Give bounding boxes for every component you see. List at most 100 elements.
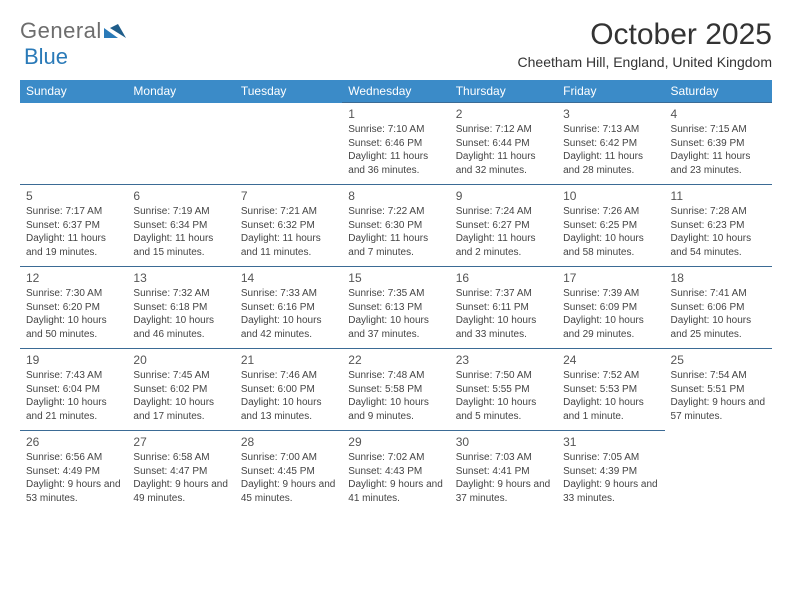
- sunrise-text: Sunrise: 7:26 AM: [563, 205, 658, 219]
- calendar-cell: 4Sunrise: 7:15 AMSunset: 6:39 PMDaylight…: [665, 103, 772, 185]
- sunset-text: Sunset: 6:06 PM: [671, 301, 766, 315]
- calendar-cell: [127, 103, 234, 185]
- daylight-text: Daylight: 10 hours and 33 minutes.: [456, 314, 551, 341]
- day-number: 31: [563, 434, 658, 450]
- daylight-text: Daylight: 10 hours and 29 minutes.: [563, 314, 658, 341]
- calendar-cell: 31Sunrise: 7:05 AMSunset: 4:39 PMDayligh…: [557, 431, 664, 513]
- day-number: 6: [133, 188, 228, 204]
- daylight-text: Daylight: 10 hours and 1 minute.: [563, 396, 658, 423]
- daylight-text: Daylight: 10 hours and 58 minutes.: [563, 232, 658, 259]
- calendar-body: 1Sunrise: 7:10 AMSunset: 6:46 PMDaylight…: [20, 103, 772, 513]
- calendar-cell: 13Sunrise: 7:32 AMSunset: 6:18 PMDayligh…: [127, 267, 234, 349]
- day-number: 26: [26, 434, 121, 450]
- sunrise-text: Sunrise: 7:45 AM: [133, 369, 228, 383]
- calendar-cell: 19Sunrise: 7:43 AMSunset: 6:04 PMDayligh…: [20, 349, 127, 431]
- sunset-text: Sunset: 6:16 PM: [241, 301, 336, 315]
- sunset-text: Sunset: 6:27 PM: [456, 219, 551, 233]
- sunset-text: Sunset: 6:46 PM: [348, 137, 443, 151]
- day-number: 12: [26, 270, 121, 286]
- daylight-text: Daylight: 11 hours and 36 minutes.: [348, 150, 443, 177]
- calendar-cell: 30Sunrise: 7:03 AMSunset: 4:41 PMDayligh…: [450, 431, 557, 513]
- sunrise-text: Sunrise: 7:00 AM: [241, 451, 336, 465]
- daylight-text: Daylight: 11 hours and 19 minutes.: [26, 232, 121, 259]
- logo-text-blue: Blue: [24, 44, 68, 70]
- sunset-text: Sunset: 6:04 PM: [26, 383, 121, 397]
- day-number: 18: [671, 270, 766, 286]
- day-number: 15: [348, 270, 443, 286]
- day-header-row: SundayMondayTuesdayWednesdayThursdayFrid…: [20, 80, 772, 103]
- calendar-cell: 6Sunrise: 7:19 AMSunset: 6:34 PMDaylight…: [127, 185, 234, 267]
- sunrise-text: Sunrise: 7:19 AM: [133, 205, 228, 219]
- calendar-cell: 2Sunrise: 7:12 AMSunset: 6:44 PMDaylight…: [450, 103, 557, 185]
- day-header: Sunday: [20, 80, 127, 103]
- daylight-text: Daylight: 10 hours and 54 minutes.: [671, 232, 766, 259]
- day-number: 7: [241, 188, 336, 204]
- sunrise-text: Sunrise: 7:10 AM: [348, 123, 443, 137]
- sunrise-text: Sunrise: 7:03 AM: [456, 451, 551, 465]
- day-number: 24: [563, 352, 658, 368]
- day-number: 4: [671, 106, 766, 122]
- calendar-cell: 26Sunrise: 6:56 AMSunset: 4:49 PMDayligh…: [20, 431, 127, 513]
- sunrise-text: Sunrise: 7:41 AM: [671, 287, 766, 301]
- logo: General: [20, 18, 126, 44]
- sunset-text: Sunset: 6:23 PM: [671, 219, 766, 233]
- day-number: 17: [563, 270, 658, 286]
- calendar-table: SundayMondayTuesdayWednesdayThursdayFrid…: [20, 80, 772, 513]
- calendar-cell: 29Sunrise: 7:02 AMSunset: 4:43 PMDayligh…: [342, 431, 449, 513]
- daylight-text: Daylight: 10 hours and 25 minutes.: [671, 314, 766, 341]
- sunset-text: Sunset: 6:44 PM: [456, 137, 551, 151]
- daylight-text: Daylight: 11 hours and 2 minutes.: [456, 232, 551, 259]
- sunrise-text: Sunrise: 7:54 AM: [671, 369, 766, 383]
- calendar-cell: 25Sunrise: 7:54 AMSunset: 5:51 PMDayligh…: [665, 349, 772, 431]
- calendar-row: 12Sunrise: 7:30 AMSunset: 6:20 PMDayligh…: [20, 267, 772, 349]
- sunset-text: Sunset: 6:42 PM: [563, 137, 658, 151]
- day-header: Monday: [127, 80, 234, 103]
- daylight-text: Daylight: 11 hours and 32 minutes.: [456, 150, 551, 177]
- sunrise-text: Sunrise: 7:30 AM: [26, 287, 121, 301]
- sunset-text: Sunset: 6:11 PM: [456, 301, 551, 315]
- day-number: 9: [456, 188, 551, 204]
- day-number: 1: [348, 106, 443, 122]
- calendar-cell: [235, 103, 342, 185]
- daylight-text: Daylight: 10 hours and 46 minutes.: [133, 314, 228, 341]
- sunset-text: Sunset: 6:34 PM: [133, 219, 228, 233]
- calendar-cell: 14Sunrise: 7:33 AMSunset: 6:16 PMDayligh…: [235, 267, 342, 349]
- daylight-text: Daylight: 10 hours and 42 minutes.: [241, 314, 336, 341]
- calendar-cell: 9Sunrise: 7:24 AMSunset: 6:27 PMDaylight…: [450, 185, 557, 267]
- daylight-text: Daylight: 9 hours and 33 minutes.: [563, 478, 658, 505]
- calendar-cell: 10Sunrise: 7:26 AMSunset: 6:25 PMDayligh…: [557, 185, 664, 267]
- daylight-text: Daylight: 9 hours and 57 minutes.: [671, 396, 766, 423]
- sunrise-text: Sunrise: 7:32 AM: [133, 287, 228, 301]
- sunrise-text: Sunrise: 7:43 AM: [26, 369, 121, 383]
- day-header: Tuesday: [235, 80, 342, 103]
- daylight-text: Daylight: 9 hours and 53 minutes.: [26, 478, 121, 505]
- sunrise-text: Sunrise: 7:17 AM: [26, 205, 121, 219]
- sunset-text: Sunset: 4:41 PM: [456, 465, 551, 479]
- day-number: 14: [241, 270, 336, 286]
- day-number: 8: [348, 188, 443, 204]
- calendar-cell: [665, 431, 772, 513]
- sunrise-text: Sunrise: 7:13 AM: [563, 123, 658, 137]
- day-number: 5: [26, 188, 121, 204]
- day-number: 16: [456, 270, 551, 286]
- day-number: 25: [671, 352, 766, 368]
- sunrise-text: Sunrise: 6:58 AM: [133, 451, 228, 465]
- day-number: 20: [133, 352, 228, 368]
- daylight-text: Daylight: 11 hours and 15 minutes.: [133, 232, 228, 259]
- day-number: 28: [241, 434, 336, 450]
- day-number: 11: [671, 188, 766, 204]
- sunrise-text: Sunrise: 7:21 AM: [241, 205, 336, 219]
- calendar-cell: 28Sunrise: 7:00 AMSunset: 4:45 PMDayligh…: [235, 431, 342, 513]
- daylight-text: Daylight: 10 hours and 50 minutes.: [26, 314, 121, 341]
- sunset-text: Sunset: 6:39 PM: [671, 137, 766, 151]
- day-number: 27: [133, 434, 228, 450]
- sunset-text: Sunset: 6:30 PM: [348, 219, 443, 233]
- calendar-cell: 17Sunrise: 7:39 AMSunset: 6:09 PMDayligh…: [557, 267, 664, 349]
- day-number: 29: [348, 434, 443, 450]
- sunset-text: Sunset: 4:45 PM: [241, 465, 336, 479]
- sunset-text: Sunset: 6:37 PM: [26, 219, 121, 233]
- day-header: Thursday: [450, 80, 557, 103]
- daylight-text: Daylight: 11 hours and 7 minutes.: [348, 232, 443, 259]
- sunset-text: Sunset: 6:02 PM: [133, 383, 228, 397]
- sunrise-text: Sunrise: 7:02 AM: [348, 451, 443, 465]
